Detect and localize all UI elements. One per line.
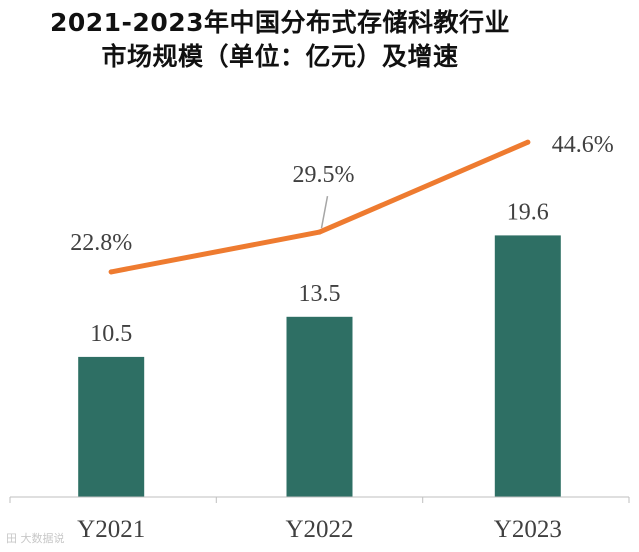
bar-y2023	[494, 235, 561, 497]
growth-rate-point	[525, 139, 531, 145]
growth-rate-label: 29.5%	[293, 162, 355, 188]
x-tick-label: Y2022	[285, 516, 353, 543]
bar-value-label: 13.5	[299, 281, 341, 307]
x-tick-label: Y2021	[77, 516, 145, 543]
label-leader-line	[320, 195, 329, 229]
bar-value-label: 19.6	[507, 199, 549, 225]
growth-rate-label: 22.8%	[70, 230, 132, 256]
chart-title-line-2: 市场规模（单位：亿元）及增速	[101, 42, 459, 71]
growth-rate-point	[317, 229, 322, 235]
growth-rate-label: 44.6%	[552, 132, 614, 158]
bar-y2021	[78, 356, 145, 497]
chart-title-line-1: 2021-2023年中国分布式存储科教行业	[49, 8, 511, 37]
bar-value-label: 10.5	[90, 321, 132, 347]
bar-y2022	[286, 316, 353, 497]
x-tick-label: Y2023	[494, 516, 562, 543]
watermark: 田 大数据说	[6, 532, 65, 545]
growth-rate-point	[108, 269, 114, 275]
